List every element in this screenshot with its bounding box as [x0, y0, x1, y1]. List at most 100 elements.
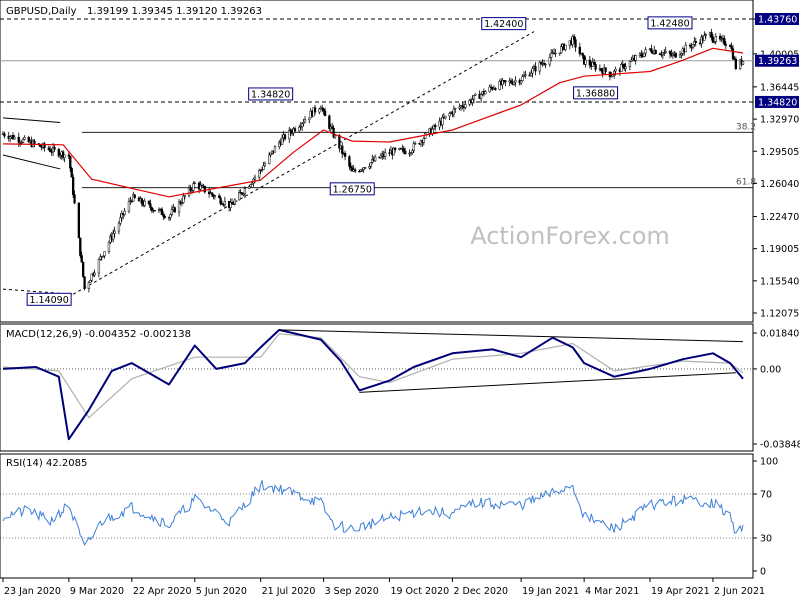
candle-body	[414, 142, 417, 145]
candle-body	[47, 147, 50, 150]
x-tick-label: 19 Oct 2020	[390, 586, 449, 597]
candle-body	[240, 192, 244, 195]
rsi-tick-label: 0	[760, 567, 766, 578]
candle-body	[668, 51, 672, 55]
candle-body	[684, 44, 687, 53]
candle-body	[341, 145, 344, 154]
candle-body	[63, 154, 66, 158]
candle-body	[57, 149, 60, 157]
candle-body	[501, 80, 504, 85]
candle-body	[613, 70, 616, 76]
macd-y-axis: 0.018403 0.00 -0.038483	[753, 329, 800, 451]
candle-body	[464, 104, 467, 108]
candle-body	[610, 75, 613, 78]
macd-panel: MACD(12,26,9) -0.004352 -0.002138 0.0184…	[0, 323, 800, 452]
price-tick-label: 1.36445	[760, 82, 799, 93]
candle-body	[33, 140, 36, 144]
candle-body	[534, 66, 537, 72]
candle-body	[578, 46, 581, 55]
candle-body	[253, 176, 257, 180]
price-y-axis: 1.437601.400051.364451.329701.295051.260…	[753, 13, 799, 320]
candle-body	[650, 48, 653, 53]
candle-body	[614, 68, 617, 72]
rsi-panel-frame	[0, 453, 754, 579]
candle-body	[472, 95, 476, 100]
candle-body	[604, 67, 607, 73]
candle-body	[220, 203, 224, 205]
candle-body	[663, 52, 666, 54]
candle-body	[328, 115, 331, 129]
candle-body	[180, 202, 184, 204]
candle-body	[531, 68, 534, 74]
candle-body	[202, 185, 205, 187]
candle-body	[203, 186, 206, 193]
rsi-panel: RSI(14) 42.2085 100 70 30 0	[0, 453, 778, 579]
candle-body	[611, 74, 614, 77]
rsi-header: RSI(14) 42.2085	[6, 458, 87, 469]
candle-body	[77, 202, 81, 239]
price-header-symbol: GBPUSD,Daily	[6, 6, 77, 17]
candle-body	[177, 201, 181, 213]
candle-body	[348, 156, 351, 167]
annotation-label-4: 1.36880	[576, 88, 615, 99]
candle-body	[384, 152, 387, 157]
price-tick-label: 1.29505	[760, 147, 799, 158]
candle-body	[163, 215, 166, 218]
candle-body	[93, 272, 96, 276]
candle-body	[83, 276, 86, 289]
candle-body	[182, 195, 185, 203]
candle-body	[542, 63, 546, 65]
candle-body	[560, 46, 563, 54]
candle-body	[189, 187, 192, 191]
candle-body	[230, 202, 234, 205]
candle-body	[103, 251, 106, 257]
candle-body	[734, 58, 737, 69]
candle-body	[498, 81, 501, 90]
candle-body	[654, 50, 657, 55]
level-badge-1	[755, 54, 799, 67]
candle-body	[691, 44, 695, 48]
candle-body	[153, 210, 156, 212]
candle-body	[147, 200, 151, 205]
level-badge-0	[755, 13, 799, 25]
candle-body	[394, 148, 397, 150]
candle-body	[248, 186, 251, 189]
candle-body	[318, 108, 321, 113]
candle-body	[112, 233, 115, 240]
candle-body	[160, 208, 164, 216]
candle-body	[530, 72, 533, 77]
candle-body	[140, 198, 143, 204]
candle-body	[512, 81, 516, 85]
candle-body	[238, 192, 241, 201]
candle-body	[581, 53, 584, 56]
candle-body	[368, 165, 371, 169]
candle-body	[544, 63, 547, 66]
candle-body	[333, 135, 337, 138]
candle-body	[671, 54, 675, 56]
x-tick-label: 23 Jan 2020	[4, 586, 61, 597]
candle-body	[280, 137, 284, 145]
x-tick-label: 19 Apr 2021	[651, 586, 710, 597]
trendline-3	[2, 154, 61, 170]
candle-body	[379, 155, 383, 159]
candle-body	[89, 280, 92, 283]
candle-body	[20, 142, 23, 144]
candle-body	[199, 185, 202, 190]
fib-label-1: 61.8	[736, 178, 756, 188]
candle-body	[192, 183, 195, 191]
macd-tick-label: -0.038483	[760, 440, 800, 451]
fib-label-0: 38.2	[736, 122, 756, 132]
x-tick-label: 2 Jun 2021	[714, 586, 765, 597]
x-tick-label: 4 Mar 2021	[585, 586, 639, 597]
candle-body	[564, 45, 567, 50]
candle-body	[313, 107, 317, 113]
price-panel: GBPUSD,Daily 1.39199 1.39345 1.39120 1.3…	[0, 0, 799, 323]
x-axis: 23 Jan 2020 9 Mar 2020 22 Apr 2020 5 Jun 20…	[2, 578, 765, 597]
candle-body	[269, 152, 272, 156]
candle-body	[298, 126, 301, 132]
candle-body	[308, 117, 311, 121]
candle-body	[422, 138, 425, 143]
